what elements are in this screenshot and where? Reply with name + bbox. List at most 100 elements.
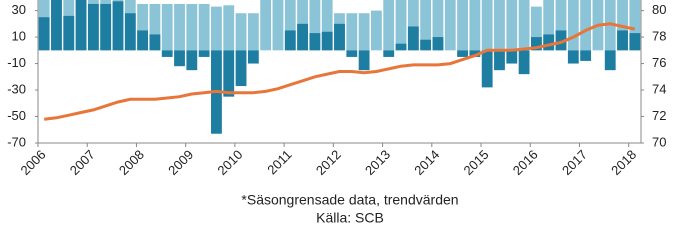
x-tick-label: 2010 bbox=[214, 147, 245, 178]
bar bbox=[617, 30, 628, 51]
y2-tick-label: 76 bbox=[652, 55, 666, 70]
bar bbox=[383, 50, 395, 57]
bar bbox=[124, 13, 136, 51]
bar bbox=[137, 30, 149, 51]
bar bbox=[420, 39, 432, 51]
bar bbox=[223, 50, 235, 97]
bar bbox=[87, 3, 99, 51]
x-tick-label: 2012 bbox=[313, 147, 344, 178]
y-tick-label: -30 bbox=[7, 81, 26, 96]
bar bbox=[63, 15, 75, 51]
bar bbox=[481, 0, 493, 51]
x-tick-label: 2009 bbox=[165, 147, 196, 178]
bar bbox=[407, 0, 419, 51]
bar bbox=[174, 50, 185, 67]
y-tick-label: 10 bbox=[12, 29, 26, 44]
bar bbox=[112, 1, 124, 51]
bar bbox=[149, 34, 161, 51]
bar bbox=[235, 13, 247, 51]
bar bbox=[580, 0, 592, 51]
bar bbox=[555, 0, 567, 51]
y2-tick-label: 70 bbox=[652, 134, 666, 149]
bar bbox=[371, 10, 382, 51]
bar bbox=[174, 3, 185, 51]
bar bbox=[211, 6, 222, 51]
bar bbox=[567, 50, 579, 64]
x-tick-label: 2006 bbox=[17, 147, 48, 178]
y2-tick-label: 72 bbox=[652, 108, 666, 123]
bar bbox=[457, 0, 468, 51]
bar bbox=[321, 0, 333, 51]
y2-tick-label: 78 bbox=[652, 29, 666, 44]
line bbox=[44, 22, 636, 121]
bar bbox=[444, 0, 456, 51]
y-tick-label: -50 bbox=[7, 108, 26, 123]
bar bbox=[297, 23, 308, 51]
bar bbox=[469, 50, 481, 57]
x-tick-label: 2015 bbox=[461, 147, 492, 178]
bar bbox=[420, 0, 432, 51]
bar bbox=[334, 23, 345, 51]
bar bbox=[543, 0, 555, 51]
bar bbox=[358, 13, 370, 51]
bar bbox=[186, 3, 198, 51]
bar bbox=[629, 33, 641, 51]
y2-tick-label: 74 bbox=[652, 81, 666, 96]
bar bbox=[284, 0, 296, 51]
y-tick-label: -70 bbox=[7, 134, 26, 149]
bar bbox=[309, 33, 321, 51]
y2-tick-label: 80 bbox=[652, 2, 666, 17]
bar bbox=[235, 50, 247, 87]
note: *Säsongrensade data, trendvärden bbox=[241, 192, 458, 208]
bar bbox=[629, 0, 641, 51]
bar bbox=[186, 50, 198, 71]
bar bbox=[567, 0, 579, 51]
bar bbox=[284, 30, 296, 51]
bar bbox=[137, 3, 149, 51]
bar bbox=[407, 26, 419, 51]
bar bbox=[555, 30, 567, 51]
bar bbox=[432, 0, 444, 51]
x-tick-label: 2008 bbox=[116, 147, 147, 178]
bar bbox=[75, 0, 87, 51]
bar bbox=[38, 17, 50, 51]
bar bbox=[506, 50, 518, 64]
bar bbox=[346, 50, 358, 57]
bar bbox=[346, 13, 358, 51]
bar bbox=[580, 50, 592, 61]
source: Källa: SCB bbox=[316, 210, 384, 226]
bar bbox=[518, 0, 530, 51]
bar bbox=[198, 50, 210, 57]
bar bbox=[604, 50, 616, 71]
bar bbox=[494, 50, 505, 71]
bar bbox=[247, 13, 259, 51]
bar bbox=[530, 37, 542, 51]
bar bbox=[51, 0, 62, 51]
x-tick-label: 2016 bbox=[510, 147, 541, 178]
y-tick-label: -10 bbox=[7, 55, 26, 70]
bar bbox=[518, 50, 530, 75]
y-tick-label: 30 bbox=[12, 2, 26, 17]
x-tick-label: 2007 bbox=[67, 147, 98, 178]
bar bbox=[494, 0, 505, 51]
bar bbox=[321, 31, 333, 51]
x-tick-label: 2013 bbox=[362, 147, 393, 178]
bar bbox=[469, 0, 481, 51]
bar bbox=[161, 3, 173, 51]
x-tick-label: 2018 bbox=[608, 147, 639, 178]
bar bbox=[223, 5, 235, 51]
plot bbox=[38, 0, 641, 134]
bar bbox=[149, 3, 161, 51]
bar bbox=[161, 50, 173, 57]
bar bbox=[358, 50, 370, 71]
bar bbox=[530, 6, 542, 51]
bar bbox=[247, 50, 259, 64]
bar bbox=[198, 3, 210, 51]
bar bbox=[432, 37, 444, 51]
bar bbox=[395, 43, 407, 51]
bar bbox=[457, 50, 468, 57]
bar bbox=[543, 34, 555, 51]
bar bbox=[383, 0, 395, 51]
bar bbox=[481, 50, 493, 88]
